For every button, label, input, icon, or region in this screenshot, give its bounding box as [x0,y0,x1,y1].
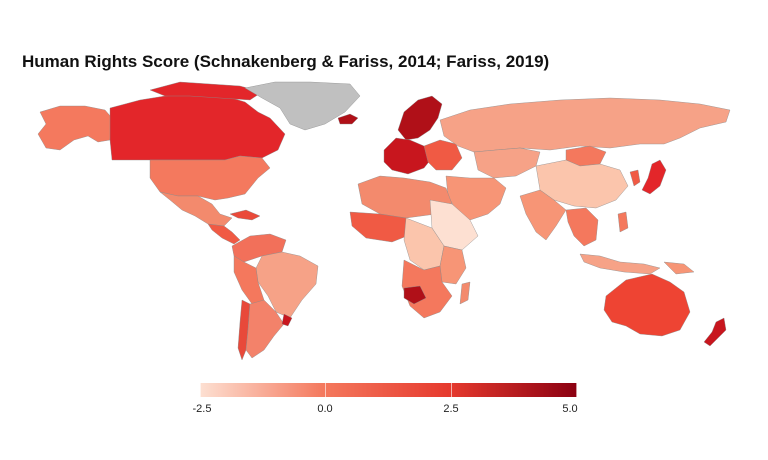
region-alaska [37,105,113,151]
region-western-europe [383,137,433,175]
region-southeast-asia [565,207,599,247]
region-india [519,189,567,241]
region-papua-new-guinea [663,261,695,275]
region-united-states [149,155,271,201]
legend-tick-label: 2.5 [443,403,459,415]
region-korea [629,169,641,187]
map-title: Human Rights Score (Schnakenberg & Faris… [22,52,550,71]
region-eastern-europe [423,139,463,171]
region-uruguay [281,313,293,327]
world-choropleth-map [37,81,731,361]
region-japan [641,159,667,195]
region-greenland [244,81,361,131]
region-indonesia [579,253,661,275]
region-botswana [403,285,427,305]
region-iceland [337,113,359,125]
region-russia [439,97,731,153]
region-east-africa [439,245,467,285]
region-canada [109,93,286,161]
region-middle-east [445,175,507,221]
region-new-zealand [703,317,727,347]
region-caribbean [229,209,261,221]
legend-tick-mark [451,383,452,397]
region-philippines [617,211,629,233]
region-madagascar [459,281,471,305]
legend-tick-label: 5.0 [562,403,578,415]
legend-tick-mark [325,383,326,397]
color-legend-bar [200,383,577,397]
region-central-america [207,223,241,245]
region-arctic-islands [149,81,263,101]
region-argentina [245,299,285,359]
legend-tick-mark [576,383,577,397]
region-central-asia [473,147,541,179]
legend-tick-mark [200,383,201,397]
legend-tick-label: -2.5 [192,403,212,415]
region-west-africa [349,211,413,243]
legend-tick-label: 0.0 [317,403,333,415]
region-mexico [159,191,233,227]
region-australia [603,273,691,337]
region-scandinavia [397,95,443,141]
